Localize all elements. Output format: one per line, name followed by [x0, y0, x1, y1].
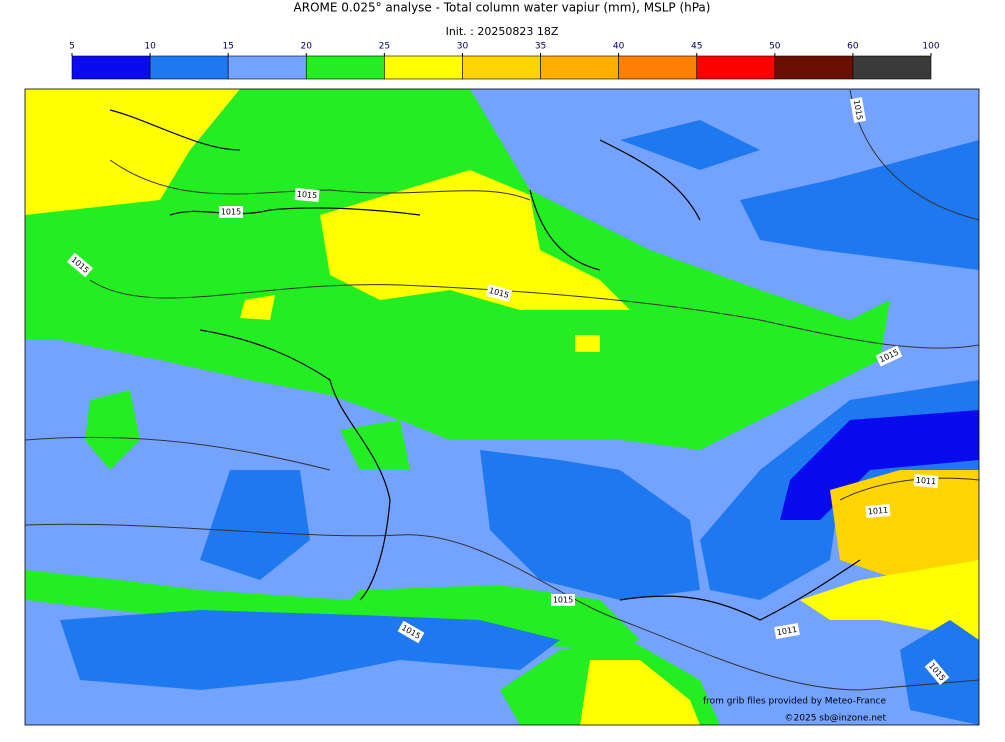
colorbar-segment	[774, 55, 854, 80]
isobar-label-text: 1011	[867, 506, 888, 517]
credit: ©2025 sb@inzone.net	[785, 714, 887, 724]
isobar-label: 1015	[219, 206, 243, 218]
isobar-label: 1015	[485, 284, 513, 302]
colorbar-segment	[305, 55, 385, 80]
colorbar-segment	[540, 55, 619, 80]
isobar-label-box	[219, 206, 243, 218]
isobar-label-box	[294, 187, 320, 203]
colorbar-tick-label: 15	[222, 42, 233, 52]
isobar-label-box	[485, 284, 513, 302]
map-frame	[24, 88, 980, 726]
coastlines	[109, 109, 861, 621]
isobar-label: 1015	[850, 97, 866, 123]
field-region	[200, 450, 700, 600]
colorbar-segment	[227, 55, 307, 80]
isobar-label-box	[924, 658, 950, 686]
colorbar-segment	[149, 55, 229, 80]
colorbar-tick-label: 40	[613, 42, 625, 52]
isobar-label-text: 1011	[915, 476, 936, 487]
isobar-label: 1011	[865, 503, 891, 519]
isobar-label-text: 1011	[776, 625, 798, 637]
map: 1015101510151015101510151011101110151015…	[25, 89, 979, 725]
colorbar-segment	[384, 55, 463, 80]
isobars	[25, 89, 979, 691]
isobar-label-box	[551, 594, 575, 606]
colorbar-tick-label: 5	[69, 42, 75, 52]
isobar-label: 1015	[551, 594, 575, 606]
field-region	[800, 560, 979, 640]
isobar-label-text: 1015	[553, 596, 573, 605]
field-region	[85, 390, 410, 470]
field-region	[25, 89, 240, 215]
isobar-label-box	[850, 97, 866, 123]
colorbar-segment	[462, 55, 541, 80]
colorbar-tick-label: 60	[847, 42, 859, 52]
isobar-label: 1011	[913, 473, 939, 489]
colorbar-tick-label: 20	[301, 42, 313, 52]
field-region	[620, 120, 979, 270]
isobar-label-box	[875, 345, 903, 367]
colorbar-tick-label: 10	[144, 42, 156, 52]
isobar-label-box	[774, 623, 800, 639]
credit: from grib files provided by Meteo-France	[703, 697, 886, 707]
colorbar-tick-label: 25	[379, 42, 390, 52]
colorbar-tick-label: 100	[922, 42, 939, 52]
isobar-label-text: 1015	[852, 99, 864, 121]
field-region	[240, 170, 630, 352]
colorbar-segment	[696, 55, 776, 80]
colorbar-segment	[618, 55, 698, 80]
colorbar: 5 10 15 20 25 30 35 40 45 50 60 100	[69, 42, 940, 80]
field-region	[780, 410, 979, 520]
title: AROME 0.025° analyse - Total column wate…	[294, 1, 711, 15]
colorbar-tick-label: 45	[691, 42, 702, 52]
isobar-label-text: 1015	[221, 208, 241, 217]
isobar-label-text: 1015	[296, 190, 317, 201]
colorbar-segment	[852, 55, 932, 80]
isobar-label: 1011	[774, 623, 800, 639]
colorbar-tick-label: 35	[535, 42, 546, 52]
field-region	[580, 660, 700, 725]
isobar-label-box	[66, 252, 94, 278]
isobar-label: 1015	[294, 187, 320, 203]
subtitle: Init. : 20250823 18Z	[446, 25, 559, 38]
field-region	[60, 610, 560, 690]
colorbar-segment	[71, 55, 151, 80]
isobar-label-box	[913, 473, 939, 489]
isobar-label-box	[865, 503, 891, 519]
isobar-label-box	[397, 620, 425, 644]
colorbar-tick-label: 50	[769, 42, 781, 52]
colorbar-tick-label: 30	[457, 42, 469, 52]
